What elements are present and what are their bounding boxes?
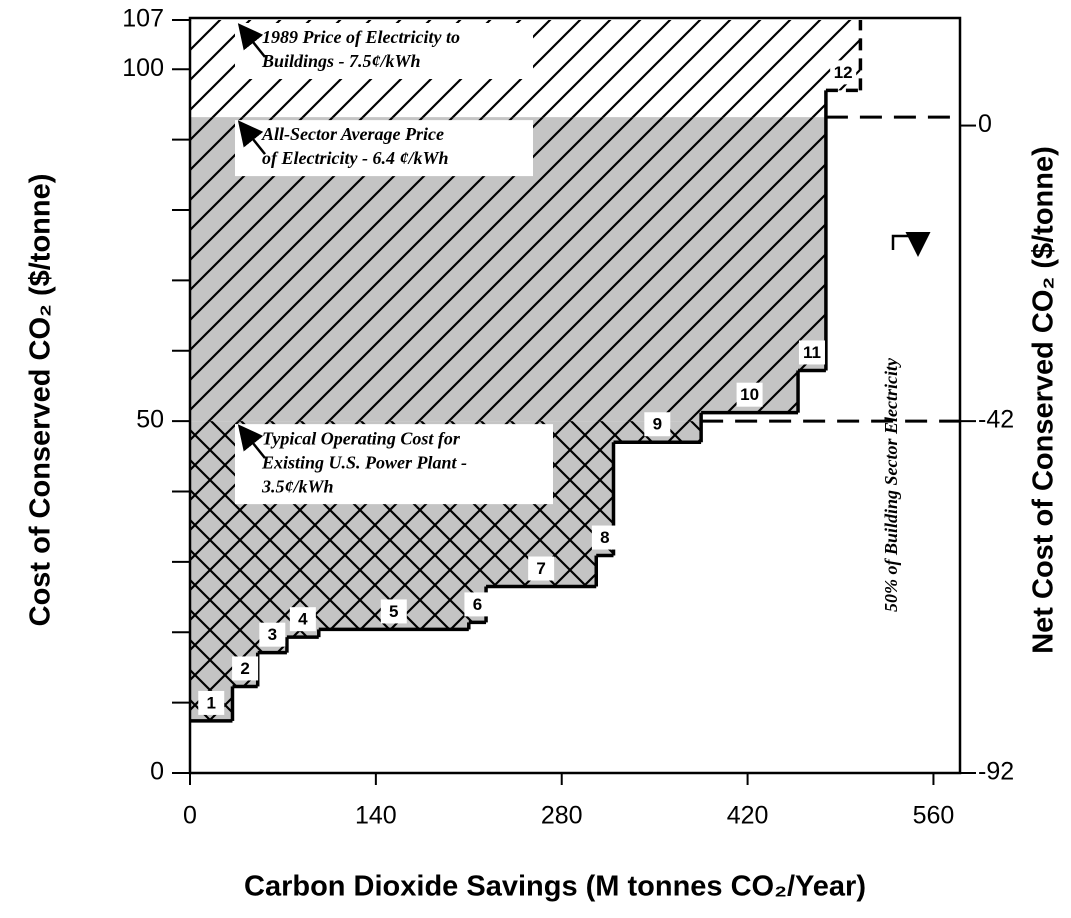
y-tick-label: 100 xyxy=(122,54,164,82)
step-label-box xyxy=(798,340,825,365)
step-label-box xyxy=(464,592,491,617)
y-tick-label: 0 xyxy=(150,758,164,786)
y-tick-label: 107 xyxy=(122,5,164,33)
annotation-text: 1989 Price of Electricity to xyxy=(262,27,460,47)
step-label: 1 xyxy=(207,693,216,712)
x-tick-label: 280 xyxy=(541,802,583,830)
step-label: 11 xyxy=(803,343,821,362)
x-tick-label: 140 xyxy=(355,802,397,830)
y2-tick-label: -42 xyxy=(978,406,1014,434)
annotation-arrow xyxy=(237,120,266,155)
share-note: 50% of Building Sector Electricity xyxy=(881,357,901,612)
y-tick-label: 50 xyxy=(136,406,164,434)
annotation-text: Typical Operating Cost for xyxy=(262,428,461,448)
step-label: 8 xyxy=(600,528,609,547)
step-label: 2 xyxy=(240,659,249,678)
x-tick-label: 560 xyxy=(913,802,955,830)
y2-axis-label: Net Cost of Conserved CO₂ ($/tonne) xyxy=(1028,146,1060,654)
annotation-box xyxy=(235,23,533,79)
step-label-box xyxy=(736,382,763,407)
step-label: 10 xyxy=(740,385,759,404)
band-hatch xyxy=(190,117,826,422)
step-label: 6 xyxy=(473,595,482,614)
annotation-text: 3.5¢/kWh xyxy=(261,476,334,496)
annotation-text: Existing U.S. Power Plant - xyxy=(261,452,467,472)
annotation-box xyxy=(235,120,533,177)
annotation-text: Buildings - 7.5¢/kWh xyxy=(261,51,421,71)
step-label-box xyxy=(528,556,555,581)
step-label-box xyxy=(289,607,316,632)
step-label-box xyxy=(830,60,857,85)
plot-frame xyxy=(188,16,962,775)
step-label-box xyxy=(259,622,286,647)
y2-tick-label: -92 xyxy=(978,758,1014,786)
step-label-box xyxy=(644,412,671,437)
x-tick-label: 420 xyxy=(727,802,769,830)
step-label: 4 xyxy=(298,610,308,629)
step-label-box xyxy=(198,690,225,715)
y2-tick-label: 0 xyxy=(978,110,992,138)
step-label: 12 xyxy=(834,63,853,82)
annotation-box xyxy=(235,424,553,505)
step-label: 9 xyxy=(653,415,662,434)
share-arrow xyxy=(891,232,931,257)
step-label-box xyxy=(591,525,618,550)
step-label: 3 xyxy=(268,625,277,644)
step-label: 7 xyxy=(536,559,545,578)
x-axis-label: Carbon Dioxide Savings (M tonnes CO₂/Yea… xyxy=(244,871,866,903)
annotation-arrow xyxy=(237,424,266,459)
y-axis-label: Cost of Conserved CO₂ ($/tonne) xyxy=(25,174,57,627)
annotation-arrow xyxy=(237,23,266,58)
x-tick-label: 0 xyxy=(183,802,197,830)
price-band xyxy=(190,117,826,422)
step-label-box xyxy=(380,599,407,624)
step-label-box xyxy=(232,656,259,681)
step-label: 5 xyxy=(389,602,398,621)
annotation-text: All-Sector Average Price xyxy=(261,124,444,144)
annotation-text: of Electricity - 6.4 ¢/kWh xyxy=(262,148,448,168)
